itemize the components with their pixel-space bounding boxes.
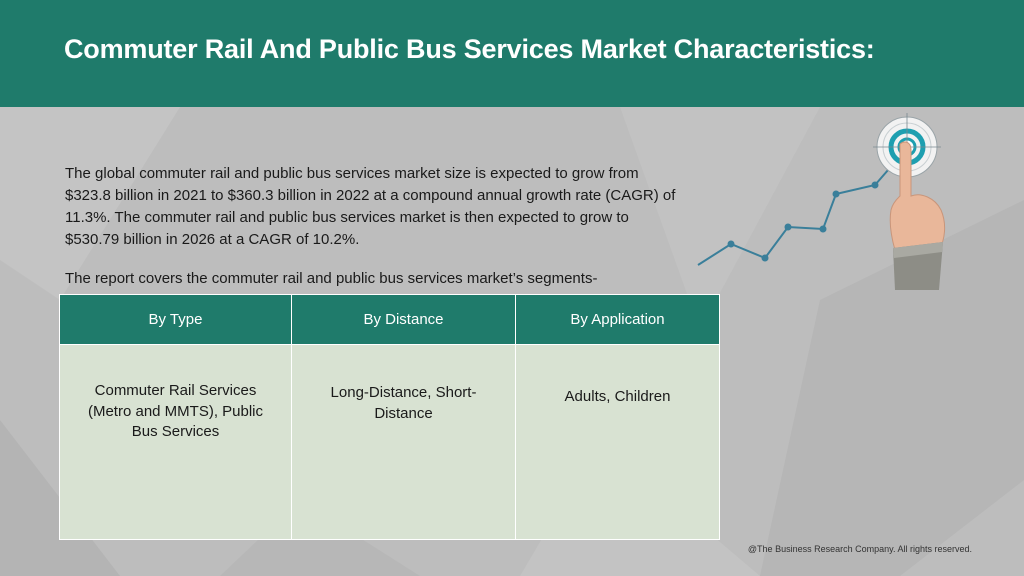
copyright-footer: @The Business Research Company. All righ… <box>747 544 972 554</box>
growth-point <box>727 240 735 248</box>
segments-table: By Type By Distance By Application Commu… <box>59 294 720 540</box>
table-cell-distance: Long-Distance, Short-Distance <box>291 344 516 540</box>
table-header-row: By Type By Distance By Application <box>59 294 720 345</box>
segments-intro: The report covers the commuter rail and … <box>65 270 598 287</box>
table-header-type: By Type <box>59 294 292 345</box>
market-description: The global commuter rail and public bus … <box>65 165 676 248</box>
table-header-distance: By Distance <box>291 294 516 345</box>
table-row: Commuter Rail Services (Metro and MMTS),… <box>59 344 720 540</box>
application-values: Adults, Children <box>564 388 671 405</box>
growth-point <box>819 225 827 233</box>
growth-point <box>832 190 840 198</box>
growth-line <box>697 161 896 266</box>
type-values: Commuter Rail Services (Metro and MMTS),… <box>87 382 264 440</box>
table-cell-application: Adults, Children <box>515 344 720 540</box>
distance-values: Long-Distance, Short-Distance <box>330 384 477 422</box>
table-header-application: By Application <box>515 294 720 345</box>
growth-point <box>761 254 769 262</box>
page-title: Commuter Rail And Public Bus Services Ma… <box>64 34 875 64</box>
table-cell-type: Commuter Rail Services (Metro and MMTS),… <box>59 344 292 540</box>
pointing-hand-icon <box>889 141 946 290</box>
growth-point <box>871 181 879 189</box>
header-banner: Commuter Rail And Public Bus Services Ma… <box>0 0 1024 107</box>
growth-point <box>784 223 792 231</box>
growth-chart-with-target-icon <box>697 113 946 290</box>
